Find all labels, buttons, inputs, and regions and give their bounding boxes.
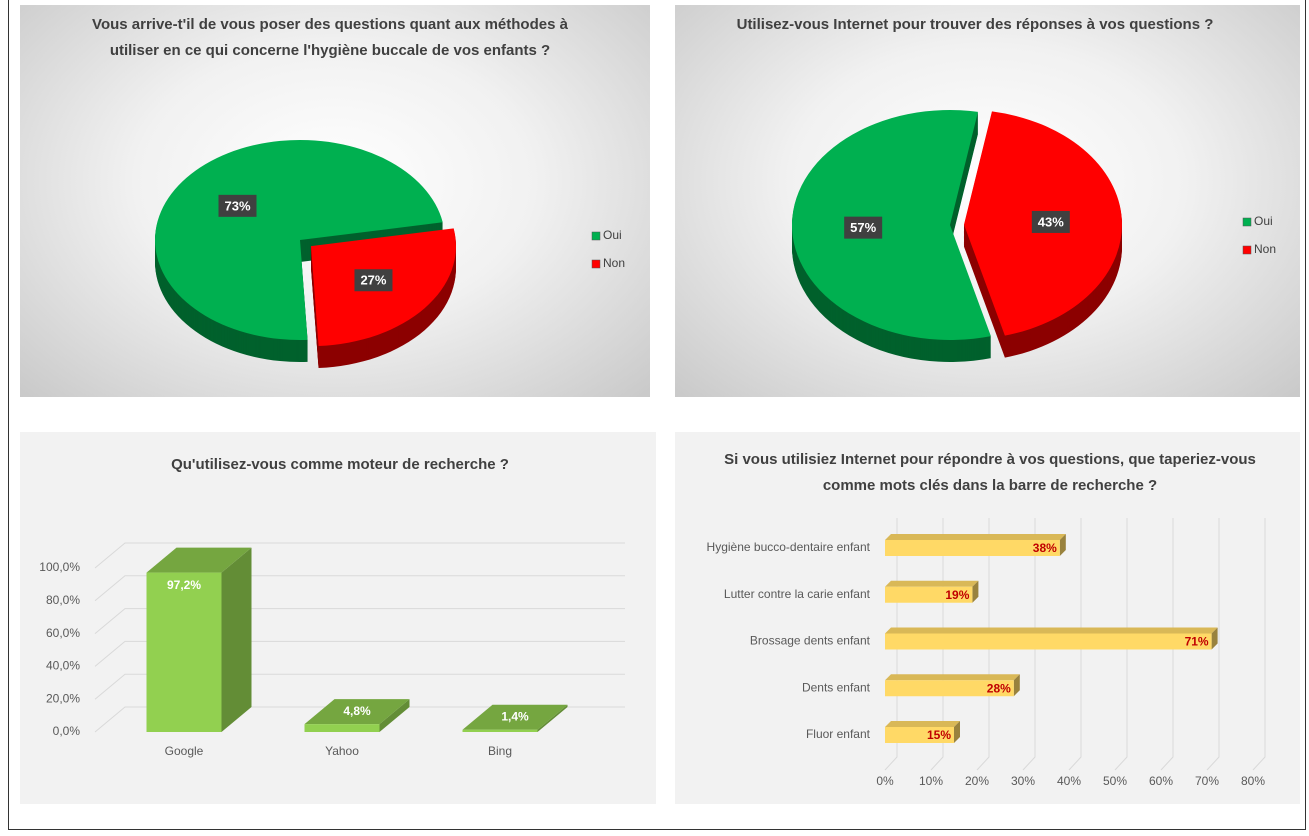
data-label: 73% (224, 198, 250, 213)
bar (885, 586, 973, 603)
pie-slice (792, 110, 991, 341)
bar-top (304, 699, 410, 725)
grid-line (1022, 518, 1036, 771)
bar (885, 540, 1060, 556)
y-tick-label: 60,0% (46, 626, 80, 640)
data-label: 1,4% (501, 709, 529, 723)
legend-swatch (1242, 245, 1252, 255)
grid-line (1114, 518, 1128, 771)
y-tick-label: Dents enfant (802, 680, 871, 694)
panel (675, 432, 1300, 804)
x-tick-label: 70% (1195, 774, 1219, 788)
grid-line (94, 673, 625, 700)
x-tick-label: 0% (876, 774, 894, 788)
bar (885, 680, 1014, 697)
bar (146, 572, 222, 732)
bar-side (954, 721, 960, 743)
label-box (354, 269, 393, 292)
grid-line (1252, 518, 1266, 771)
data-label: 71% (1185, 635, 1209, 649)
legend-label: Oui (603, 228, 622, 242)
y-tick-label: 0,0% (53, 724, 81, 738)
bar-top (462, 704, 568, 730)
legend-label: Oui (1254, 214, 1273, 228)
data-label: 15% (927, 728, 951, 742)
legend-label: Non (1254, 242, 1276, 256)
data-label: 57% (850, 220, 876, 235)
panel (20, 432, 656, 804)
bar-side (972, 580, 979, 603)
x-tick-label: Google (165, 744, 204, 758)
legend-swatch (591, 259, 601, 269)
bar (462, 729, 538, 732)
grid-line (94, 640, 625, 667)
x-tick-label: 40% (1057, 774, 1081, 788)
data-label: 97,2% (167, 578, 201, 592)
bar (304, 724, 380, 732)
legend-label: Non (603, 256, 625, 270)
x-tick-label: 60% (1149, 774, 1173, 788)
x-tick-label: 50% (1103, 774, 1127, 788)
chart-title: Qu'utilisez-vous comme moteur de recherc… (171, 456, 509, 473)
bar-side (221, 547, 252, 732)
grid-line (1160, 518, 1174, 771)
bar-side (537, 704, 568, 732)
bar-top (885, 580, 979, 587)
grid-line (976, 518, 990, 771)
x-tick-label: 20% (965, 774, 989, 788)
frame (8, 0, 1306, 830)
bar-side (1211, 627, 1218, 650)
x-tick-label: Bing (488, 744, 512, 758)
grid-line (94, 575, 625, 602)
grid-line (1206, 518, 1220, 771)
y-tick-label: Brossage dents enfant (750, 634, 871, 648)
data-label: 28% (987, 681, 1011, 695)
data-label: 43% (1038, 214, 1064, 229)
y-tick-label: Fluor enfant (806, 727, 871, 741)
y-tick-label: Lutter contre la carie enfant (724, 587, 871, 601)
grid-line (94, 706, 625, 733)
bar-top (885, 721, 960, 727)
legend-swatch (591, 231, 601, 241)
y-tick-label: 80,0% (46, 593, 80, 607)
chart-title: Si vous utilisiez Internet pour répondre… (724, 451, 1256, 494)
grid-line (1068, 518, 1082, 771)
bar-top (146, 547, 252, 573)
bar-top (885, 627, 1218, 634)
bar (885, 633, 1212, 650)
label-box (844, 216, 883, 239)
y-tick-label: Hygiène bucco-dentaire enfant (707, 540, 871, 554)
bar (885, 727, 954, 743)
chart-title: Vous arrive-t'il de vous poser des quest… (92, 16, 568, 59)
x-tick-label: 30% (1011, 774, 1035, 788)
x-tick-label: 80% (1241, 774, 1265, 788)
data-label: 19% (945, 588, 969, 602)
grid-line (94, 608, 625, 634)
y-tick-label: 20,0% (46, 691, 80, 705)
x-tick-label: Yahoo (325, 744, 359, 758)
bar-top (885, 674, 1020, 681)
label-box (218, 194, 257, 217)
pie-slice (154, 140, 443, 340)
bar-top (885, 534, 1066, 540)
data-label: 38% (1033, 541, 1057, 555)
bar-side (1013, 674, 1020, 697)
data-label: 27% (360, 273, 386, 288)
bar-side (1059, 534, 1066, 556)
legend-swatch (1242, 217, 1252, 227)
y-tick-label: 40,0% (46, 659, 80, 673)
data-label: 4,8% (343, 704, 371, 718)
x-tick-label: 10% (919, 774, 943, 788)
chart-title: Utilisez-vous Internet pour trouver des … (736, 16, 1214, 33)
y-tick-label: 100,0% (39, 560, 80, 574)
grid-line (94, 542, 625, 569)
bar-side (379, 699, 410, 732)
label-box (1031, 210, 1070, 233)
